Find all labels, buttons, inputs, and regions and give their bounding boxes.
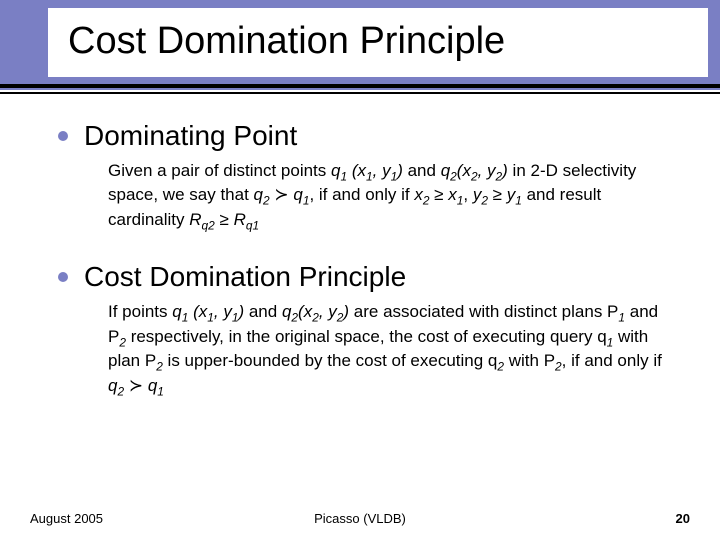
- title-underline-thick: [0, 84, 720, 88]
- section-cost-domination: Cost Domination Principle If points q1 (…: [58, 261, 680, 399]
- bullet-icon: [58, 131, 68, 141]
- title-container: Cost Domination Principle: [48, 8, 708, 77]
- section-body: If points q1 (x1, y1) and q2(x2, y2) are…: [108, 301, 680, 399]
- footer: August 2005 Picasso (VLDB) 20: [30, 511, 690, 526]
- title-underline-thin: [0, 92, 720, 94]
- section-dominating-point: Dominating Point Given a pair of distinc…: [58, 120, 680, 233]
- footer-date: August 2005: [30, 511, 103, 526]
- content-area: Dominating Point Given a pair of distinc…: [58, 120, 680, 427]
- section-heading: Cost Domination Principle: [84, 261, 406, 293]
- bullet-icon: [58, 272, 68, 282]
- section-body: Given a pair of distinct points q1 (x1, …: [108, 160, 680, 233]
- section-heading: Dominating Point: [84, 120, 297, 152]
- section-head: Cost Domination Principle: [58, 261, 680, 293]
- footer-center: Picasso (VLDB): [314, 511, 406, 526]
- slide-title: Cost Domination Principle: [68, 20, 688, 63]
- slide-number: 20: [676, 511, 690, 526]
- section-head: Dominating Point: [58, 120, 680, 152]
